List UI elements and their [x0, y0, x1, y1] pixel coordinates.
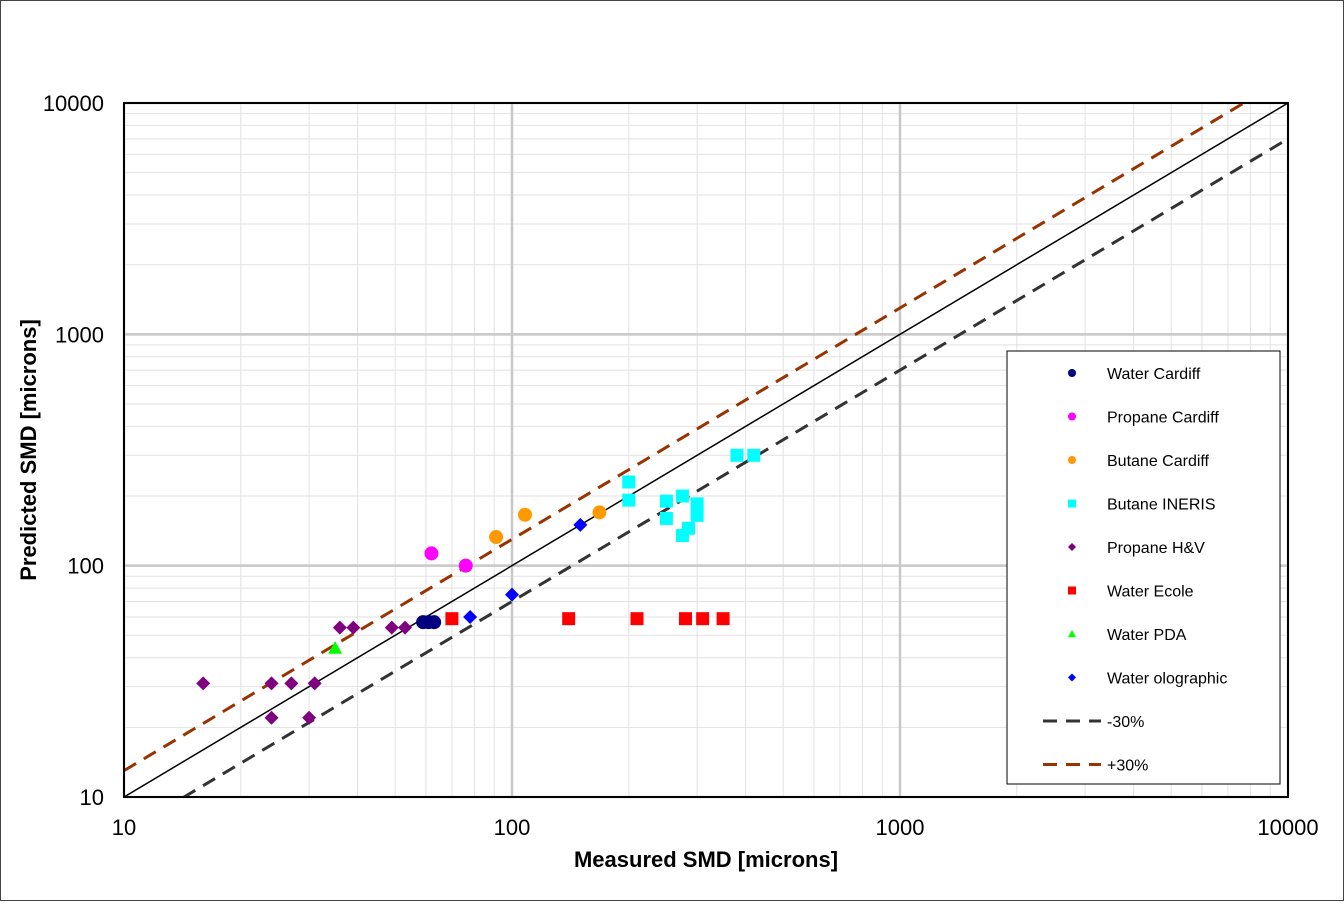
legend-label: Water Ecole [1107, 584, 1194, 601]
data-point [346, 620, 361, 635]
data-point [328, 641, 343, 654]
data-point [424, 546, 439, 561]
data-point [463, 609, 478, 624]
legend-marker [1068, 412, 1076, 421]
x-tick-label: 10 [112, 815, 136, 840]
y-tick-label: 100 [67, 554, 104, 579]
legend-marker [1068, 456, 1076, 464]
data-point [307, 676, 322, 691]
legend-marker [1068, 499, 1076, 508]
data-point [398, 620, 413, 635]
axis-ticks: 10 100 1000 10000 10 100 1000 10000 [43, 91, 1319, 840]
y-tick-label: 1000 [55, 322, 104, 347]
legend-marker [1068, 543, 1076, 551]
y-tick-label: 10 [80, 785, 104, 810]
data-point [302, 710, 317, 725]
y-tick-label: 10000 [43, 91, 104, 116]
data-point [730, 448, 744, 462]
data-point [562, 612, 576, 626]
data-point [489, 530, 504, 545]
legend-label: Butane INERIS [1107, 497, 1216, 514]
data-point [573, 517, 588, 532]
legend-label: Water olographic [1107, 671, 1227, 688]
x-tick-label: 10000 [1257, 815, 1318, 840]
y-axis-title: Predicted SMD [microns] [16, 319, 41, 581]
x-tick-label: 1000 [876, 815, 925, 840]
data-point [196, 676, 211, 691]
data-point [264, 676, 279, 691]
legend-marker [1068, 630, 1076, 638]
data-point [675, 489, 689, 503]
data-point [427, 615, 442, 630]
data-point [696, 612, 710, 626]
data-point [264, 710, 279, 725]
dashed-reference-line [124, 103, 1247, 772]
data-point [505, 587, 519, 602]
data-point [716, 612, 730, 626]
data-points [196, 448, 761, 725]
data-point [458, 558, 473, 573]
legend-label: +30% [1107, 758, 1148, 775]
data-point [659, 511, 673, 525]
data-point [690, 508, 704, 522]
data-point [747, 448, 761, 462]
data-point [332, 620, 347, 635]
data-point [517, 507, 532, 522]
legend-label: Propane H&V [1107, 540, 1205, 557]
data-point [622, 475, 636, 489]
legend-label: Water Cardiff [1107, 366, 1201, 383]
data-point [445, 612, 459, 626]
dashed-reference-line [181, 137, 1288, 797]
x-tick-label: 100 [494, 815, 531, 840]
data-point [678, 612, 692, 626]
data-point [384, 620, 399, 635]
data-point [630, 612, 644, 626]
data-point [681, 521, 695, 535]
data-point [592, 505, 607, 520]
plot-area-border [123, 102, 1289, 798]
data-point [659, 494, 673, 508]
legend-label: Butane Cardiff [1107, 453, 1210, 470]
data-point [690, 497, 704, 511]
data-point [622, 493, 636, 507]
legend-box [1006, 350, 1281, 785]
legend-marker [1068, 586, 1076, 595]
legend-label: Water PDA [1107, 627, 1187, 644]
legend-label: Propane Cardiff [1107, 410, 1219, 427]
data-point [284, 676, 299, 691]
legend-marker [1068, 673, 1076, 682]
legend: Water Cardiff Propane Cardiff Butane Cardi… [1006, 350, 1281, 785]
legend-label: -30% [1107, 714, 1144, 731]
x-axis-title: Measured SMD [microns] [574, 847, 838, 872]
legend-marker [1068, 369, 1076, 377]
